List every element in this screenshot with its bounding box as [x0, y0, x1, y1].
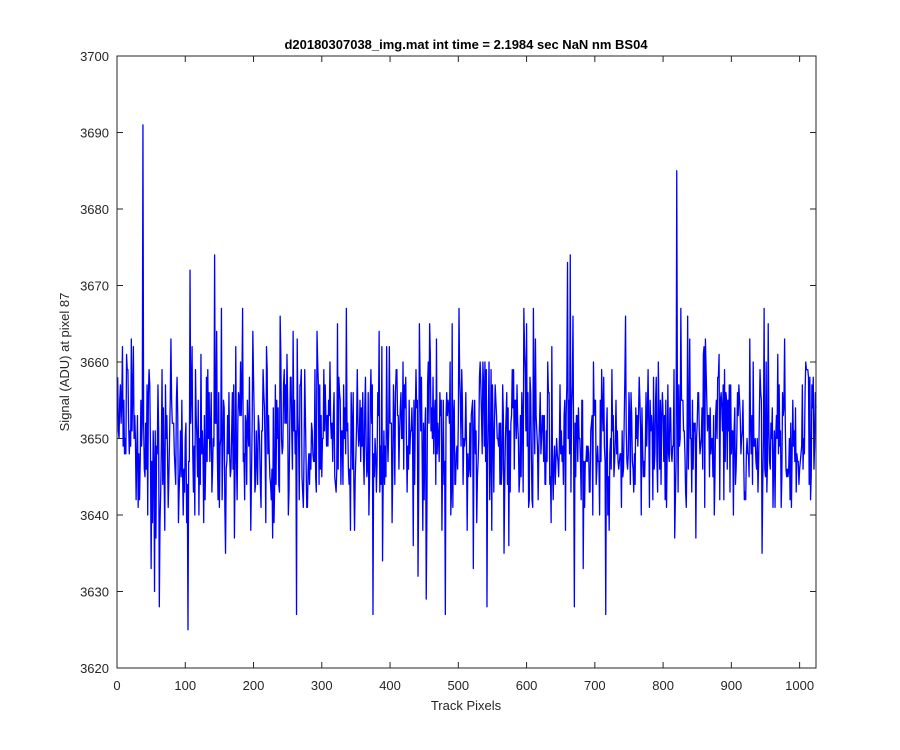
chart-title: d20180307038_img.mat int time = 2.1984 s… [284, 37, 648, 52]
plot-area [117, 56, 816, 668]
x-tick-label: 300 [311, 678, 333, 693]
signal-series-line [117, 124, 817, 631]
x-tick-label: 800 [652, 678, 674, 693]
y-tick-label: 3630 [80, 585, 109, 600]
y-tick-label: 3670 [80, 279, 109, 294]
x-tick-label: 500 [447, 678, 469, 693]
y-tick-label: 3680 [80, 202, 109, 217]
x-tick-label: 1000 [785, 678, 814, 693]
y-tick-label: 3640 [80, 508, 109, 523]
x-axis: 0 100 200 300 400 500 600 700 800 900 1000 [113, 56, 814, 693]
y-tick-label: 3620 [80, 661, 109, 676]
y-tick-label: 3690 [80, 126, 109, 141]
x-tick-label: 400 [379, 678, 401, 693]
x-tick-label: 200 [243, 678, 265, 693]
x-tick-label: 0 [113, 678, 120, 693]
y-tick-label: 3660 [80, 355, 109, 370]
x-tick-label: 900 [721, 678, 743, 693]
y-tick-label: 3650 [80, 432, 109, 447]
x-axis-label: Track Pixels [431, 698, 502, 713]
y-axis: 3620 3630 3640 3650 3660 3670 3680 3690 3700 [80, 49, 816, 676]
series-layer [117, 124, 817, 631]
y-tick-label: 3700 [80, 49, 109, 64]
x-tick-label: 100 [174, 678, 196, 693]
x-tick-label: 600 [516, 678, 538, 693]
y-axis-label: Signal (ADU) at pixel 87 [57, 293, 72, 432]
x-tick-label: 700 [584, 678, 606, 693]
